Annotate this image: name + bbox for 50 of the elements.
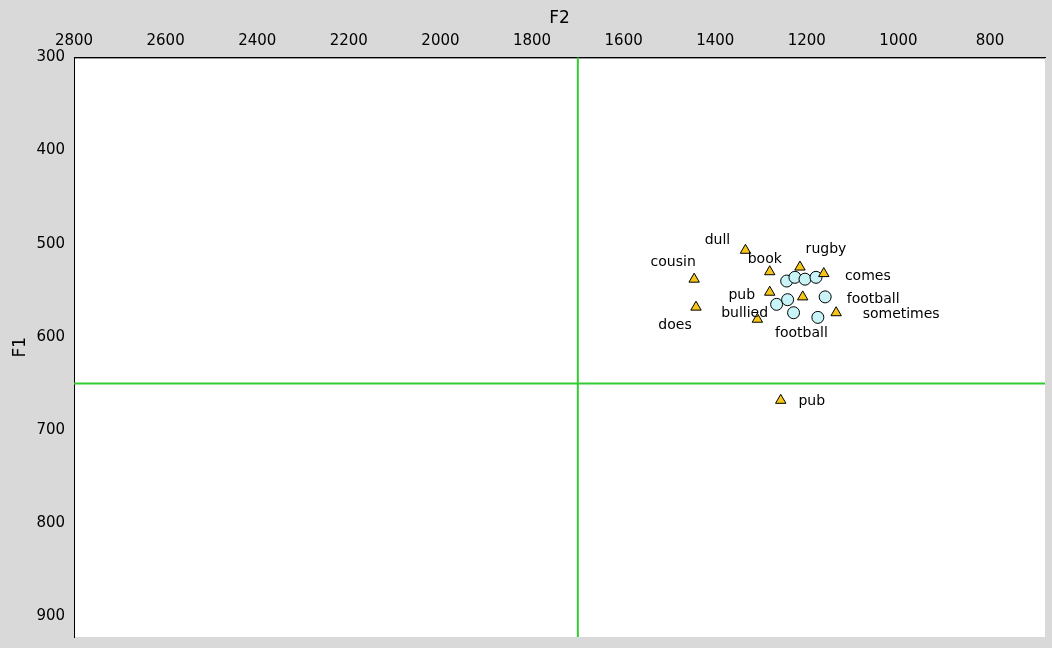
point [764,265,776,276]
annotation: book [747,250,783,267]
point [688,272,700,283]
annotation: rugby [805,239,847,256]
point [775,393,787,404]
annotation: cousin [650,252,696,269]
point [811,310,825,324]
x-tick-label: 2200 [329,31,368,50]
point [770,297,784,311]
x-tick-label: 1200 [787,31,826,50]
point [781,293,795,307]
y-tick-label: 600 [36,326,66,345]
x-tick-label: 2600 [146,31,185,50]
point [764,285,776,296]
y-tick-label: 900 [36,606,66,625]
y-tick-label: 800 [36,513,66,532]
y-axis-title: F1 [8,336,29,358]
annotation: pub [798,391,826,408]
y-tick-label: 700 [36,420,66,439]
annotation: does [658,315,692,332]
point [797,290,809,301]
annotation: sometimes [862,305,940,322]
annotation: dull [704,230,731,247]
annotation: football [846,289,900,306]
y-tick-label: 300 [36,47,66,66]
point [788,270,802,284]
x-tick-label: 2400 [238,31,277,50]
annotation: football [774,323,828,340]
point [818,290,832,304]
x-tick-label: 2000 [421,31,460,50]
point [809,270,823,284]
annotation: bullied [721,303,769,320]
point [739,243,752,254]
x-tick-label: 800 [975,31,1005,50]
point [818,267,830,278]
annotation: pub [728,285,756,302]
x-axis-title: F2 [549,6,570,27]
x-tick-label: 2800 [54,31,94,50]
y-tick-label: 400 [36,140,66,159]
point [798,272,812,286]
annotation: comes [844,267,891,284]
x-tick-label: 1000 [879,31,918,50]
point [690,300,702,311]
point [794,260,806,271]
x-tick-label: 1800 [512,31,552,50]
point [830,306,842,317]
x-tick-label: 1400 [696,31,735,50]
x-tick-label: 1600 [604,31,643,50]
y-tick-label: 500 [36,233,66,252]
point [787,306,801,320]
